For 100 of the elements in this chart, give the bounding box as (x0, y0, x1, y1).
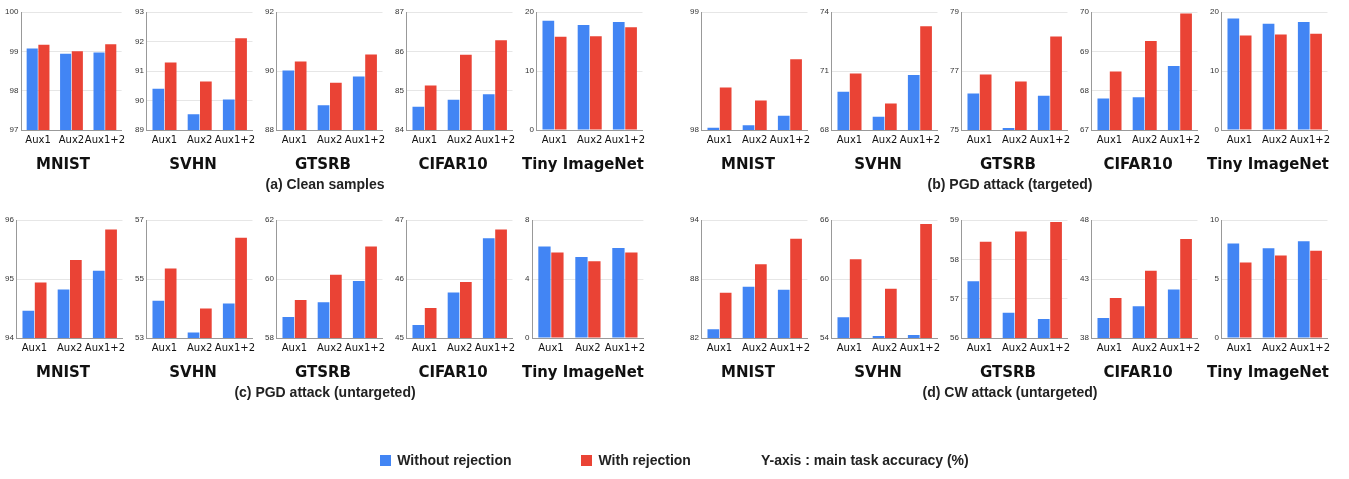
text: (b) PGD attack (targeted) (926, 176, 1094, 192)
x-tick-label: Aux2 (1001, 133, 1028, 145)
y-tick-label: 4 (525, 274, 530, 284)
x-tick-label: Aux1 (706, 341, 733, 353)
y-tick-label: 92 (264, 7, 275, 17)
x-tick-label: Aux1+2 (1159, 133, 1200, 145)
y-tick-label: 85 (394, 85, 405, 95)
x-tick-label: Aux1+2 (344, 341, 385, 353)
y-tick-label: 56 (949, 333, 960, 343)
x-tick-label: Aux2 (58, 133, 85, 145)
text: (c) PGD attack (untargeted) (233, 384, 417, 400)
x-tick-label: Aux1 (541, 133, 568, 145)
y-tick-label: 20 (524, 7, 535, 17)
x-tick-label: Aux2 (576, 133, 603, 145)
bar (1227, 243, 1240, 338)
text: CIFAR10 (1103, 362, 1173, 381)
text: SVHN (854, 362, 902, 381)
bar (590, 36, 602, 130)
x-tick-label: Aux1+2 (1029, 133, 1070, 145)
bar (1262, 23, 1275, 130)
text: GTSRB (979, 362, 1037, 381)
y-tick-label: 60 (264, 274, 275, 284)
bar (542, 20, 555, 130)
x-tick-label: Aux1+2 (1289, 341, 1330, 353)
y-tick-label: 92 (134, 36, 145, 46)
y-tick-label: 0 (529, 125, 535, 135)
x-tick-label: Aux2 (871, 133, 898, 145)
x-tick-label: Aux1 (966, 341, 993, 353)
x-tick-label: Aux1+2 (604, 133, 645, 145)
y-tick-label: 38 (1079, 333, 1090, 343)
bar (1239, 262, 1252, 338)
y-tick-label: 10 (1209, 66, 1220, 76)
y-tick-label: 100 (4, 7, 19, 17)
x-tick-label: Aux2 (446, 133, 473, 145)
bar (575, 256, 588, 338)
bar (612, 248, 625, 338)
x-tick-label: Aux1 (836, 341, 863, 353)
x-tick-label: Aux1+2 (1159, 341, 1200, 353)
x-tick-label: Aux1+2 (474, 341, 515, 353)
bar (1262, 248, 1275, 338)
bar (538, 246, 551, 338)
x-tick-label: Aux2 (741, 341, 768, 353)
x-tick-label: Aux1 (25, 133, 51, 145)
x-tick-label: Aux1+2 (84, 133, 125, 145)
text: GTSRB (294, 154, 352, 173)
y-tick-label: 71 (819, 66, 830, 76)
y-tick-label: 60 (819, 274, 830, 284)
x-tick-label: Aux1+2 (899, 133, 940, 145)
y-tick-label: 99 (689, 7, 700, 17)
y-tick-label: 79 (949, 7, 960, 17)
y-tick-label: 94 (689, 215, 700, 225)
x-tick-label: Aux2 (186, 341, 213, 353)
bar (612, 22, 625, 130)
y-tick-label: 59 (949, 215, 960, 225)
y-tick-label: 67 (1079, 125, 1090, 135)
x-tick-label: Aux1 (21, 341, 48, 353)
legend-label: Without rejection (397, 452, 512, 468)
x-tick-label: Aux1+2 (604, 341, 645, 353)
bar (554, 36, 567, 130)
text: Tiny ImageNet (522, 362, 644, 381)
y-tick-label: 87 (394, 7, 405, 17)
bar (1297, 241, 1310, 338)
text: (a) Clean samples (264, 176, 386, 192)
x-tick-label: Aux1 (411, 133, 438, 145)
x-tick-label: Aux2 (56, 341, 83, 353)
y-tick-label: 10 (524, 66, 535, 76)
y-tick-label: 90 (264, 66, 275, 76)
text: CIFAR10 (418, 154, 488, 173)
bar (1275, 255, 1287, 338)
text: Tiny ImageNet (1207, 154, 1329, 173)
bar (1297, 22, 1310, 130)
x-tick-label: Aux2 (186, 133, 213, 145)
y-tick-label: 99 (9, 46, 19, 56)
bar (1227, 18, 1240, 130)
y-tick-label: 54 (819, 333, 830, 343)
x-tick-label: Aux1 (836, 133, 863, 145)
x-tick-label: Aux2 (446, 341, 473, 353)
x-tick-label: Aux1 (281, 341, 308, 353)
x-tick-label: Aux1+2 (344, 133, 385, 145)
x-tick-label: Aux1+2 (214, 133, 255, 145)
text: SVHN (854, 154, 902, 173)
x-tick-label: Aux1 (1096, 341, 1123, 353)
x-tick-label: Aux2 (741, 133, 768, 145)
y-tick-label: 43 (1079, 274, 1090, 284)
y-tick-label: 45 (394, 333, 405, 343)
x-tick-label: Aux1 (281, 133, 308, 145)
x-tick-label: Aux2 (1261, 133, 1288, 145)
y-tick-label: 91 (134, 66, 145, 76)
y-tick-label: 0 (525, 333, 530, 343)
text: GTSRB (294, 362, 352, 381)
y-tick-label: 86 (394, 46, 405, 56)
text: MNIST (720, 362, 776, 381)
legend-label: With rejection (598, 452, 691, 468)
y-tick-label: 96 (4, 215, 15, 225)
x-tick-label: Aux1 (1226, 341, 1253, 353)
y-tick-label: 97 (9, 125, 19, 135)
y-tick-label: 47 (394, 215, 405, 225)
text: CIFAR10 (1103, 154, 1173, 173)
y-tick-label: 55 (134, 274, 145, 284)
x-tick-label: Aux2 (1131, 133, 1158, 145)
